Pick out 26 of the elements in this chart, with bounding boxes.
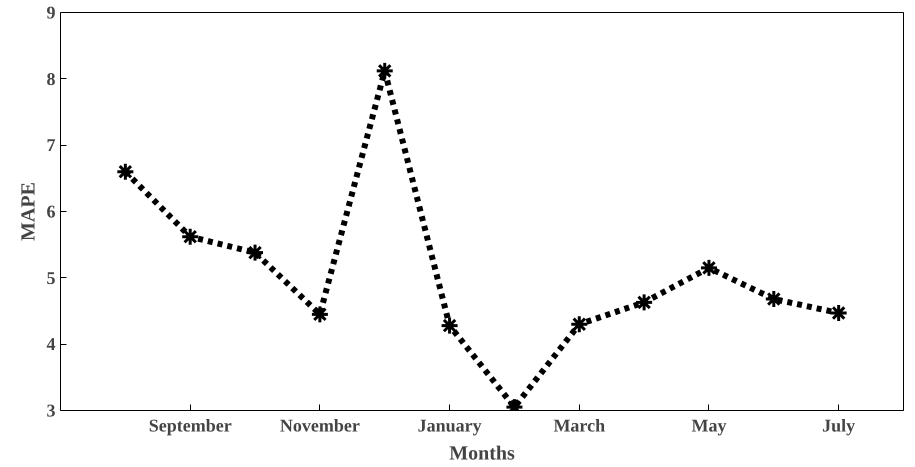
x-axis-title: Months [449,442,515,464]
point [764,290,784,309]
point [829,303,848,322]
y-tick-label: 5 [46,268,56,288]
point [375,61,394,80]
x-tick-label: November [280,416,360,436]
y-tick-label: 7 [46,135,56,156]
x-tick-label: May [691,416,726,436]
y-axis-title: MAPE [18,182,40,241]
point [440,316,460,336]
x-tick-label: January [418,416,482,436]
x-tick-label: September [148,416,232,436]
y-tick-label: 3 [46,400,56,420]
point [570,314,589,334]
point [116,162,135,182]
y-tick-label: 4 [46,334,56,354]
point [246,243,265,262]
point [699,258,718,278]
x-tick-label: July [822,416,856,436]
y-tick-label: 9 [46,2,56,22]
point [310,304,330,324]
point [634,292,654,312]
y-tick-label: 6 [46,202,56,222]
x-tick-label: March [553,416,606,436]
y-tick-label: 8 [46,68,56,89]
point [180,227,200,246]
